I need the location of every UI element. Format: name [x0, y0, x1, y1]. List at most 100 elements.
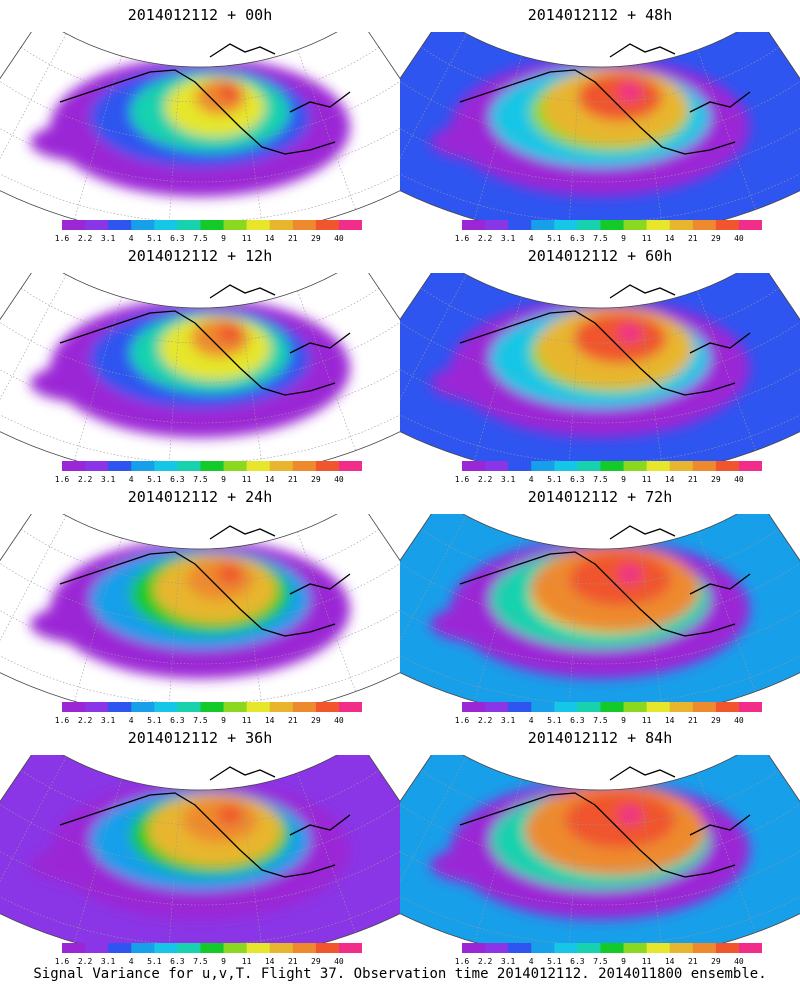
colorbar — [62, 702, 362, 712]
colorbar-swatch — [131, 461, 155, 471]
variance-contour — [218, 564, 242, 584]
panel-title: 2014012112 + 24h — [127, 488, 273, 506]
colorbar-swatch — [154, 702, 178, 712]
colorbar-swatch — [508, 220, 532, 230]
colorbar-swatch — [292, 220, 317, 230]
colorbar-swatch — [462, 702, 486, 712]
colorbar-swatch — [246, 943, 271, 953]
colorbar-swatch — [738, 220, 762, 230]
colorbar-tick-label: 14 — [264, 234, 275, 243]
colorbar-tick-label: 5.1 — [147, 475, 162, 484]
variance-map — [0, 273, 400, 461]
colorbar-swatch — [131, 702, 155, 712]
colorbar-tick-label: 11 — [241, 957, 252, 966]
colorbar-swatch — [154, 220, 178, 230]
coastline — [459, 766, 751, 878]
colorbar-tick-label: 40 — [334, 234, 344, 243]
colorbar-swatch — [600, 943, 625, 953]
colorbar-swatch — [554, 220, 578, 230]
panel-title: 2014012112 + 72h — [527, 488, 673, 506]
colorbar-tick-label: 11 — [641, 716, 652, 725]
panel-title: 2014012112 + 00h — [127, 6, 273, 24]
colorbar-swatch — [715, 220, 740, 230]
variance-contour — [218, 805, 242, 825]
colorbar-swatch — [554, 702, 578, 712]
colorbar-swatch — [246, 702, 271, 712]
colorbar-swatch — [623, 702, 648, 712]
colorbar-tick-label: 9 — [621, 475, 626, 484]
forecast-panel: 2014012112 + 12h 1.6 2.2 3.1 4 5.1 6.3 7.5 9 11 14… — [0, 241, 400, 487]
colorbar-swatch — [462, 943, 486, 953]
colorbar-tick-label: 4 — [128, 957, 134, 966]
colorbar-tick-label: 21 — [287, 957, 298, 966]
colorbar-tick-label: 21 — [287, 475, 298, 484]
colorbar-tick-label: 7.5 — [193, 234, 208, 243]
panel-title: 2014012112 + 36h — [127, 729, 273, 747]
variance-contour — [618, 323, 642, 343]
colorbar-swatch — [246, 461, 271, 471]
colorbar-tick-label: 7.5 — [593, 957, 608, 966]
colorbar-tick-label: 6.3 — [570, 957, 585, 966]
colorbar-tick-label: 40 — [334, 475, 344, 484]
colorbar-tick-label: 5.1 — [147, 957, 162, 966]
panel-title: 2014012112 + 60h — [527, 247, 673, 265]
colorbar-swatch — [577, 943, 601, 953]
colorbar-swatch — [223, 220, 248, 230]
forecast-panel: 2014012112 + 72h 1.6 2.2 3.1 4 5.1 6.3 7.5 9 11 14… — [400, 482, 800, 728]
colorbar-tick-label: 2.2 — [77, 234, 93, 243]
colorbar-tick-label: 11 — [641, 475, 652, 484]
colorbar-tick-label: 11 — [241, 716, 252, 725]
colorbar-tick-label: 6.3 — [570, 716, 585, 725]
colorbar-tick-label: 2.2 — [477, 475, 493, 484]
forecast-panel: 2014012112 + 36h 1.6 2.2 3.1 4 5.1 6.3 7.5 9 11 14… — [0, 723, 400, 969]
colorbar-tick-label: 14 — [264, 957, 275, 966]
colorbar-labels: 1.6 2.2 3.1 4 5.1 6.3 7.5 9 11 14 21 29 40 — [46, 234, 376, 244]
colorbar-tick-label: 5.1 — [547, 234, 562, 243]
colorbar-swatch — [131, 220, 155, 230]
colorbar-tick-label: 14 — [264, 716, 275, 725]
colorbar-swatch — [62, 220, 86, 230]
colorbar-swatch — [508, 943, 532, 953]
colorbar-swatch — [485, 220, 509, 230]
colorbar-tick-label: 4 — [128, 475, 134, 484]
variance-map — [0, 514, 400, 702]
colorbar-tick-label: 1.6 — [454, 234, 470, 243]
colorbar-swatch — [692, 943, 717, 953]
colorbar-swatch — [315, 943, 340, 953]
variance-map — [0, 755, 400, 943]
colorbar-tick-label: 9 — [621, 234, 626, 243]
colorbar-swatch — [715, 943, 740, 953]
colorbar-swatch — [85, 461, 109, 471]
colorbar-tick-label: 2.2 — [77, 475, 93, 484]
colorbar-tick-label: 1.6 — [454, 475, 470, 484]
variance-contour — [218, 323, 242, 343]
colorbar — [462, 943, 762, 953]
variance-map — [0, 32, 400, 220]
colorbar-swatch — [531, 702, 555, 712]
colorbar-tick-label: 11 — [241, 475, 252, 484]
colorbar-tick-label: 3.1 — [100, 234, 116, 243]
colorbar-tick-label: 5.1 — [147, 234, 162, 243]
variance-map — [400, 273, 800, 461]
colorbar-tick-label: 21 — [687, 234, 698, 243]
figure-caption: Signal Variance for u,v,T. Flight 37. Ob… — [33, 966, 767, 982]
colorbar-swatch — [531, 943, 555, 953]
colorbar-tick-label: 14 — [664, 716, 675, 725]
colorbar-swatch — [646, 461, 671, 471]
colorbar-tick-label: 2.2 — [77, 957, 93, 966]
colorbar-swatch — [154, 461, 178, 471]
variance-contour — [218, 82, 242, 102]
colorbar-swatch — [462, 461, 486, 471]
colorbar-swatch — [623, 461, 648, 471]
variance-contour — [618, 82, 642, 102]
colorbar-tick-label: 4 — [528, 234, 534, 243]
colorbar-swatch — [738, 461, 762, 471]
colorbar-swatch — [715, 702, 740, 712]
colorbar-tick-label: 2.2 — [477, 957, 493, 966]
variance-map — [400, 32, 800, 220]
colorbar-tick-label: 40 — [734, 957, 744, 966]
colorbar-tick-label: 9 — [221, 234, 226, 243]
forecast-panel: 2014012112 + 00h 1.6 2.2 3.1 4 5.1 6.3 7.5 9 11 14… — [0, 0, 400, 246]
colorbar-swatch — [177, 943, 201, 953]
forecast-panel: 2014012112 + 24h 1.6 2.2 3.1 4 5.1 6.3 7.5 9 11 14… — [0, 482, 400, 728]
